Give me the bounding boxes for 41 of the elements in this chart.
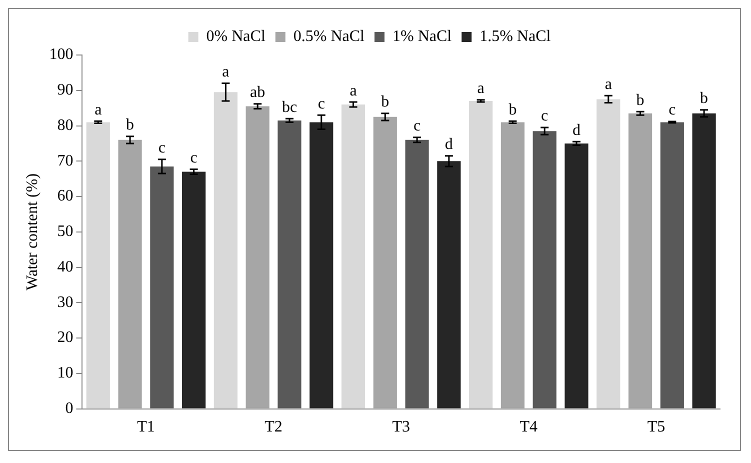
legend-label: 1% NaCl [392,28,452,46]
data-label: a [94,101,102,118]
data-label: a [477,80,484,98]
y-tick-label: 40 [57,258,74,276]
data-label: b [508,101,517,118]
data-label: b [381,94,390,111]
x-tick-label: T5 [647,418,666,436]
x-tick-label: T1 [137,418,155,436]
data-label: d [572,122,580,139]
y-tick-label: 10 [57,364,74,382]
y-tick-label: 30 [57,294,74,311]
y-tick-label: 0 [65,400,74,418]
y-tick-label: 60 [57,188,74,205]
data-label: c [668,102,676,119]
data-label: a [222,64,230,81]
data-label: b [126,116,134,134]
data-label: c [413,118,421,135]
data-label: a [350,82,357,100]
legend-label: 0% NaCl [206,28,266,46]
data-label: c [190,149,198,166]
data-label: b [700,90,708,108]
legend-label: 0.5% NaCl [293,28,366,46]
legend-label: 1.5% NaCl [480,28,552,46]
data-label: b [636,92,644,109]
y-tick-label: 70 [57,152,74,170]
data-label: ab [250,84,266,102]
y-tick-label: 50 [57,223,74,240]
y-tick-label: 90 [57,82,74,99]
data-label: a [604,76,612,93]
data-label: d [444,136,453,154]
x-tick-label: T4 [520,418,538,436]
y-axis-title: Water content (%) [24,173,41,290]
data-label: c [158,140,166,157]
data-label: bc [282,98,298,116]
y-tick-label: 80 [57,116,74,134]
y-tick-label: 100 [49,46,74,64]
data-label: c [541,108,548,125]
y-tick-label: 20 [57,329,74,346]
data-label: c [318,95,325,112]
x-tick-label: T2 [264,418,282,436]
x-tick-label: T3 [392,418,410,436]
